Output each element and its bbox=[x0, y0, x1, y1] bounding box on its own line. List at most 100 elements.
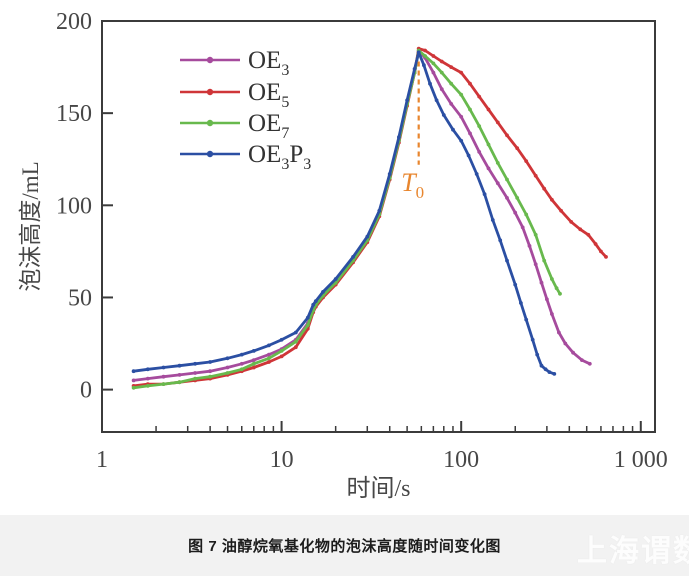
data-point bbox=[251, 349, 256, 353]
y-tick-label: 200 bbox=[56, 9, 92, 35]
data-point bbox=[545, 297, 549, 302]
data-point bbox=[505, 177, 509, 182]
y-tick-label: 150 bbox=[56, 101, 92, 127]
data-point bbox=[313, 299, 318, 303]
legend-label: OE3P3 bbox=[248, 141, 311, 173]
data-point bbox=[208, 360, 213, 364]
data-point bbox=[563, 341, 568, 346]
data-point bbox=[505, 258, 509, 263]
legend-item-OE3P3: OE3P3 bbox=[180, 141, 311, 173]
data-point bbox=[145, 384, 150, 388]
data-point bbox=[495, 181, 500, 186]
data-point bbox=[578, 227, 583, 232]
data-point bbox=[542, 258, 547, 263]
data-point bbox=[524, 212, 529, 217]
data-point bbox=[587, 361, 592, 366]
data-point bbox=[554, 286, 559, 291]
data-point bbox=[604, 255, 608, 259]
foam-height-vs-time-chart: 1 10 100 1 000050100150200泡沫高度/mL时间/sT0OE3O… bbox=[18, 9, 668, 502]
data-point bbox=[486, 142, 491, 147]
data-point bbox=[428, 81, 432, 86]
data-point bbox=[505, 196, 509, 200]
watermark: 上海谓数 bbox=[577, 535, 689, 568]
data-point bbox=[239, 361, 244, 366]
data-point bbox=[535, 352, 540, 357]
data-point bbox=[131, 385, 136, 390]
series-line-OE3P3 bbox=[132, 50, 556, 376]
data-point bbox=[267, 343, 271, 348]
data-point bbox=[431, 54, 436, 58]
data-point bbox=[558, 291, 562, 296]
data-point bbox=[449, 81, 454, 86]
data-point bbox=[539, 280, 544, 285]
data-point bbox=[486, 107, 491, 112]
data-point bbox=[251, 361, 256, 366]
data-point bbox=[131, 378, 136, 383]
data-point bbox=[459, 114, 464, 119]
data-point bbox=[459, 70, 464, 75]
data-point bbox=[495, 161, 500, 165]
legend-item-OE3: OE3 bbox=[180, 47, 289, 79]
data-point bbox=[468, 131, 472, 136]
data-point bbox=[267, 356, 271, 361]
data-point bbox=[550, 277, 554, 281]
data-point bbox=[422, 63, 426, 68]
series-line-OE5 bbox=[132, 47, 608, 388]
data-point bbox=[533, 232, 538, 237]
data-point bbox=[131, 369, 136, 374]
data-point bbox=[580, 358, 584, 362]
data-point bbox=[279, 349, 284, 353]
data-point bbox=[193, 371, 198, 375]
data-point bbox=[569, 220, 574, 224]
data-point bbox=[193, 361, 198, 366]
y-axis: 0 50 100 150 200 bbox=[56, 9, 113, 404]
x-tick-label: 1 bbox=[96, 447, 108, 473]
legend-label: OE5 bbox=[248, 79, 289, 111]
data-point bbox=[441, 113, 446, 117]
data-point bbox=[559, 208, 563, 213]
data-point bbox=[599, 249, 603, 254]
data-point bbox=[543, 367, 548, 372]
data-point bbox=[305, 315, 310, 320]
annotation-t0: T0 bbox=[401, 61, 424, 202]
caption-band: 图 7 油醇烷氧基化物的泡沫高度随时间变化图 上海谓数 bbox=[0, 515, 689, 576]
data-point bbox=[387, 172, 392, 176]
legend-marker bbox=[206, 88, 214, 96]
data-point bbox=[547, 370, 552, 374]
legend-marker bbox=[206, 150, 214, 158]
data-point bbox=[477, 150, 482, 154]
data-point bbox=[586, 232, 591, 237]
data-point bbox=[533, 262, 538, 267]
data-point bbox=[439, 59, 444, 64]
data-point bbox=[515, 196, 520, 200]
legend-item-OE5: OE5 bbox=[180, 79, 289, 111]
data-point bbox=[468, 107, 472, 112]
legend-label: OE3 bbox=[248, 47, 289, 79]
data-point bbox=[550, 312, 554, 316]
data-point bbox=[177, 363, 182, 368]
data-point bbox=[279, 337, 284, 342]
data-point bbox=[239, 352, 244, 357]
data-point bbox=[542, 186, 547, 191]
legend-marker bbox=[206, 119, 214, 127]
data-point bbox=[459, 92, 464, 97]
data-point bbox=[267, 352, 271, 357]
data-point bbox=[477, 94, 482, 99]
data-point bbox=[145, 376, 150, 381]
data-point bbox=[439, 87, 444, 92]
data-point bbox=[397, 135, 401, 140]
y-axis-title: 泡沫高度/mL bbox=[18, 161, 43, 291]
data-point bbox=[423, 48, 427, 53]
data-point bbox=[311, 302, 316, 307]
data-point bbox=[466, 153, 471, 158]
data-point bbox=[293, 345, 298, 350]
data-point bbox=[593, 242, 598, 246]
data-point bbox=[208, 374, 213, 379]
data-point bbox=[293, 339, 298, 344]
data-point bbox=[498, 238, 503, 243]
legend-item-OE7: OE7 bbox=[180, 110, 289, 142]
data-point bbox=[321, 290, 325, 294]
data-point bbox=[477, 124, 482, 128]
data-point bbox=[449, 102, 454, 106]
